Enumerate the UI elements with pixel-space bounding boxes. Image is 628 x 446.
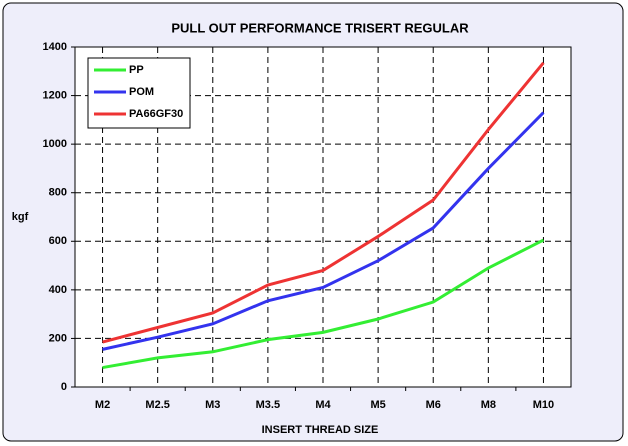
y-tick-label: 600 bbox=[49, 235, 67, 247]
x-tick-label: M4 bbox=[315, 399, 331, 411]
y-axis-label: kgf bbox=[12, 211, 29, 223]
series-line bbox=[102, 61, 545, 344]
x-tick-label: M6 bbox=[426, 399, 441, 411]
chart-title: PULL OUT PERFORMANCE TRISERT REGULAR bbox=[171, 20, 469, 35]
x-tick-label: M5 bbox=[370, 399, 385, 411]
legend-label: POM bbox=[129, 86, 154, 98]
x-axis-label: INSERT THREAD SIZE bbox=[262, 424, 379, 436]
x-tick-label: M2 bbox=[95, 399, 110, 411]
y-tick-label: 0 bbox=[61, 381, 67, 393]
y-tick-label: 400 bbox=[49, 284, 67, 296]
x-tick-label: M2.5 bbox=[145, 399, 169, 411]
y-tick-label: 200 bbox=[49, 332, 67, 344]
x-tick-label: M10 bbox=[533, 399, 554, 411]
x-tick-label: M8 bbox=[481, 399, 496, 411]
y-tick-label: 1400 bbox=[43, 41, 67, 53]
series-line bbox=[102, 238, 545, 370]
x-tick-label: M3 bbox=[205, 399, 220, 411]
legend-label: PA66GF30 bbox=[129, 108, 183, 120]
series-line bbox=[102, 111, 545, 351]
legend-label: PP bbox=[129, 64, 144, 76]
y-tick-label: 1000 bbox=[43, 138, 67, 150]
x-tick-label: M3.5 bbox=[256, 399, 280, 411]
y-tick-label: 800 bbox=[49, 187, 67, 199]
y-tick-label: 1200 bbox=[43, 89, 67, 101]
